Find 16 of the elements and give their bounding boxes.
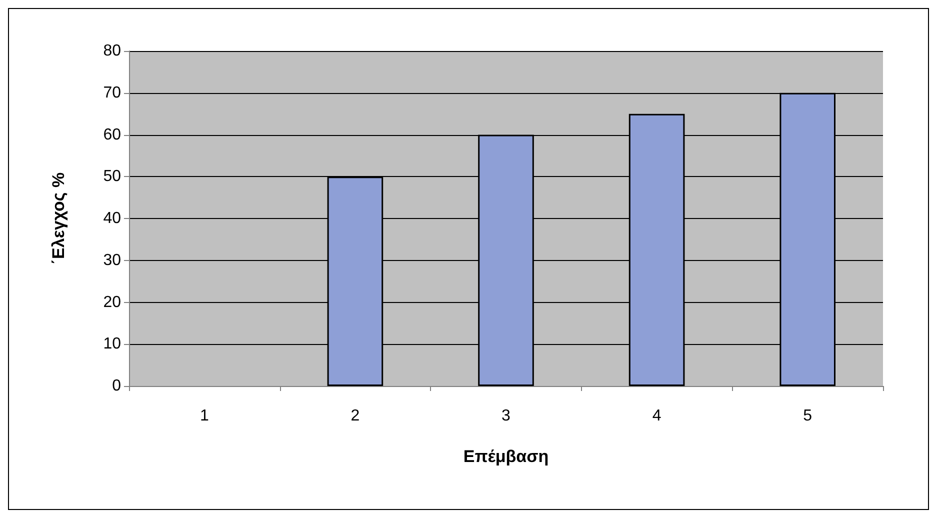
y-tick-label: 30 — [103, 252, 122, 269]
y-tick-label: 0 — [112, 378, 122, 394]
x-tick-label: 4 — [652, 408, 662, 424]
x-tick-label: 1 — [200, 408, 209, 424]
x-tick-label: 2 — [350, 408, 360, 424]
x-tick-label: 3 — [502, 408, 511, 424]
y-tick-label: 20 — [103, 294, 122, 311]
y-tick-label: 70 — [103, 84, 122, 102]
y-tick-label: 50 — [103, 168, 122, 186]
y-tick-label: 80 — [103, 42, 122, 60]
y-tick-label: 60 — [103, 126, 122, 144]
x-tick-label: 5 — [803, 408, 812, 424]
y-tick-label: 40 — [103, 210, 122, 227]
y-axis-title: ΄Ελεγχος % — [49, 172, 68, 265]
y-tick-label: 10 — [103, 336, 122, 353]
x-axis-title: Επέμβαση — [463, 447, 549, 466]
